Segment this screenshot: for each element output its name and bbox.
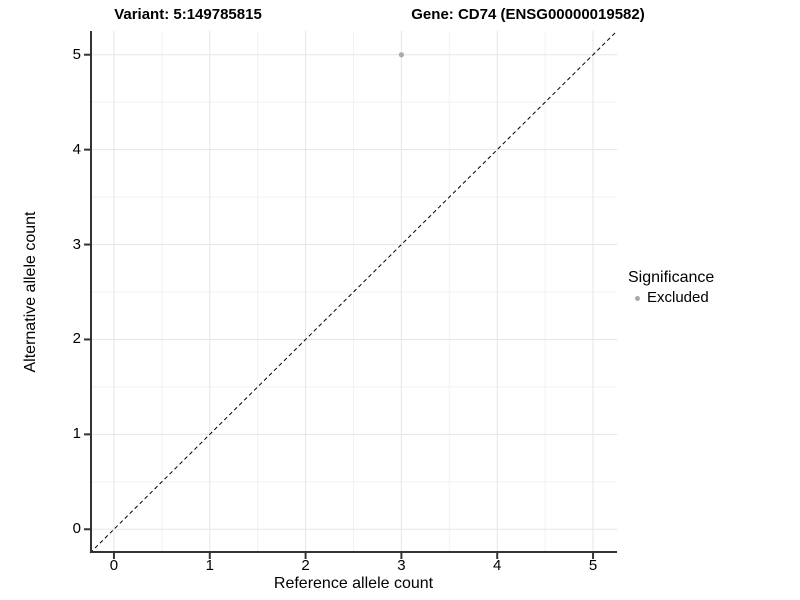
x-tick-label: 3 [397,557,406,574]
x-tick-label: 5 [588,557,598,574]
y-tick-label: 5 [72,45,81,63]
x-axis-title: Reference allele count [273,575,434,592]
legend: Significance Excluded [628,268,714,307]
y-tick-label: 0 [72,520,81,538]
gene-title: Gene: CD74 (ENSG00000019582) [411,6,645,23]
y-tick-label: 2 [72,330,81,348]
y-tick-label: 4 [72,140,81,158]
identity-line [89,30,618,554]
y-tick-label: 3 [72,235,81,253]
variant-title: Variant: 5:149785815 [114,6,262,23]
plot-canvas [84,30,618,559]
legend-items: Excluded [628,289,714,307]
y-tick-label: 1 [72,425,81,443]
legend-item-excluded: Excluded [628,289,714,307]
x-tick-label: 2 [301,557,310,574]
data-point [398,52,405,58]
legend-point-icon [635,295,640,301]
legend-item-label: Excluded [647,289,709,306]
x-tick-label: 1 [205,557,214,574]
x-tick-label: 4 [493,557,502,574]
plot-panel [84,30,618,559]
x-tick-label: 0 [109,557,119,574]
legend-title: Significance [628,269,715,286]
